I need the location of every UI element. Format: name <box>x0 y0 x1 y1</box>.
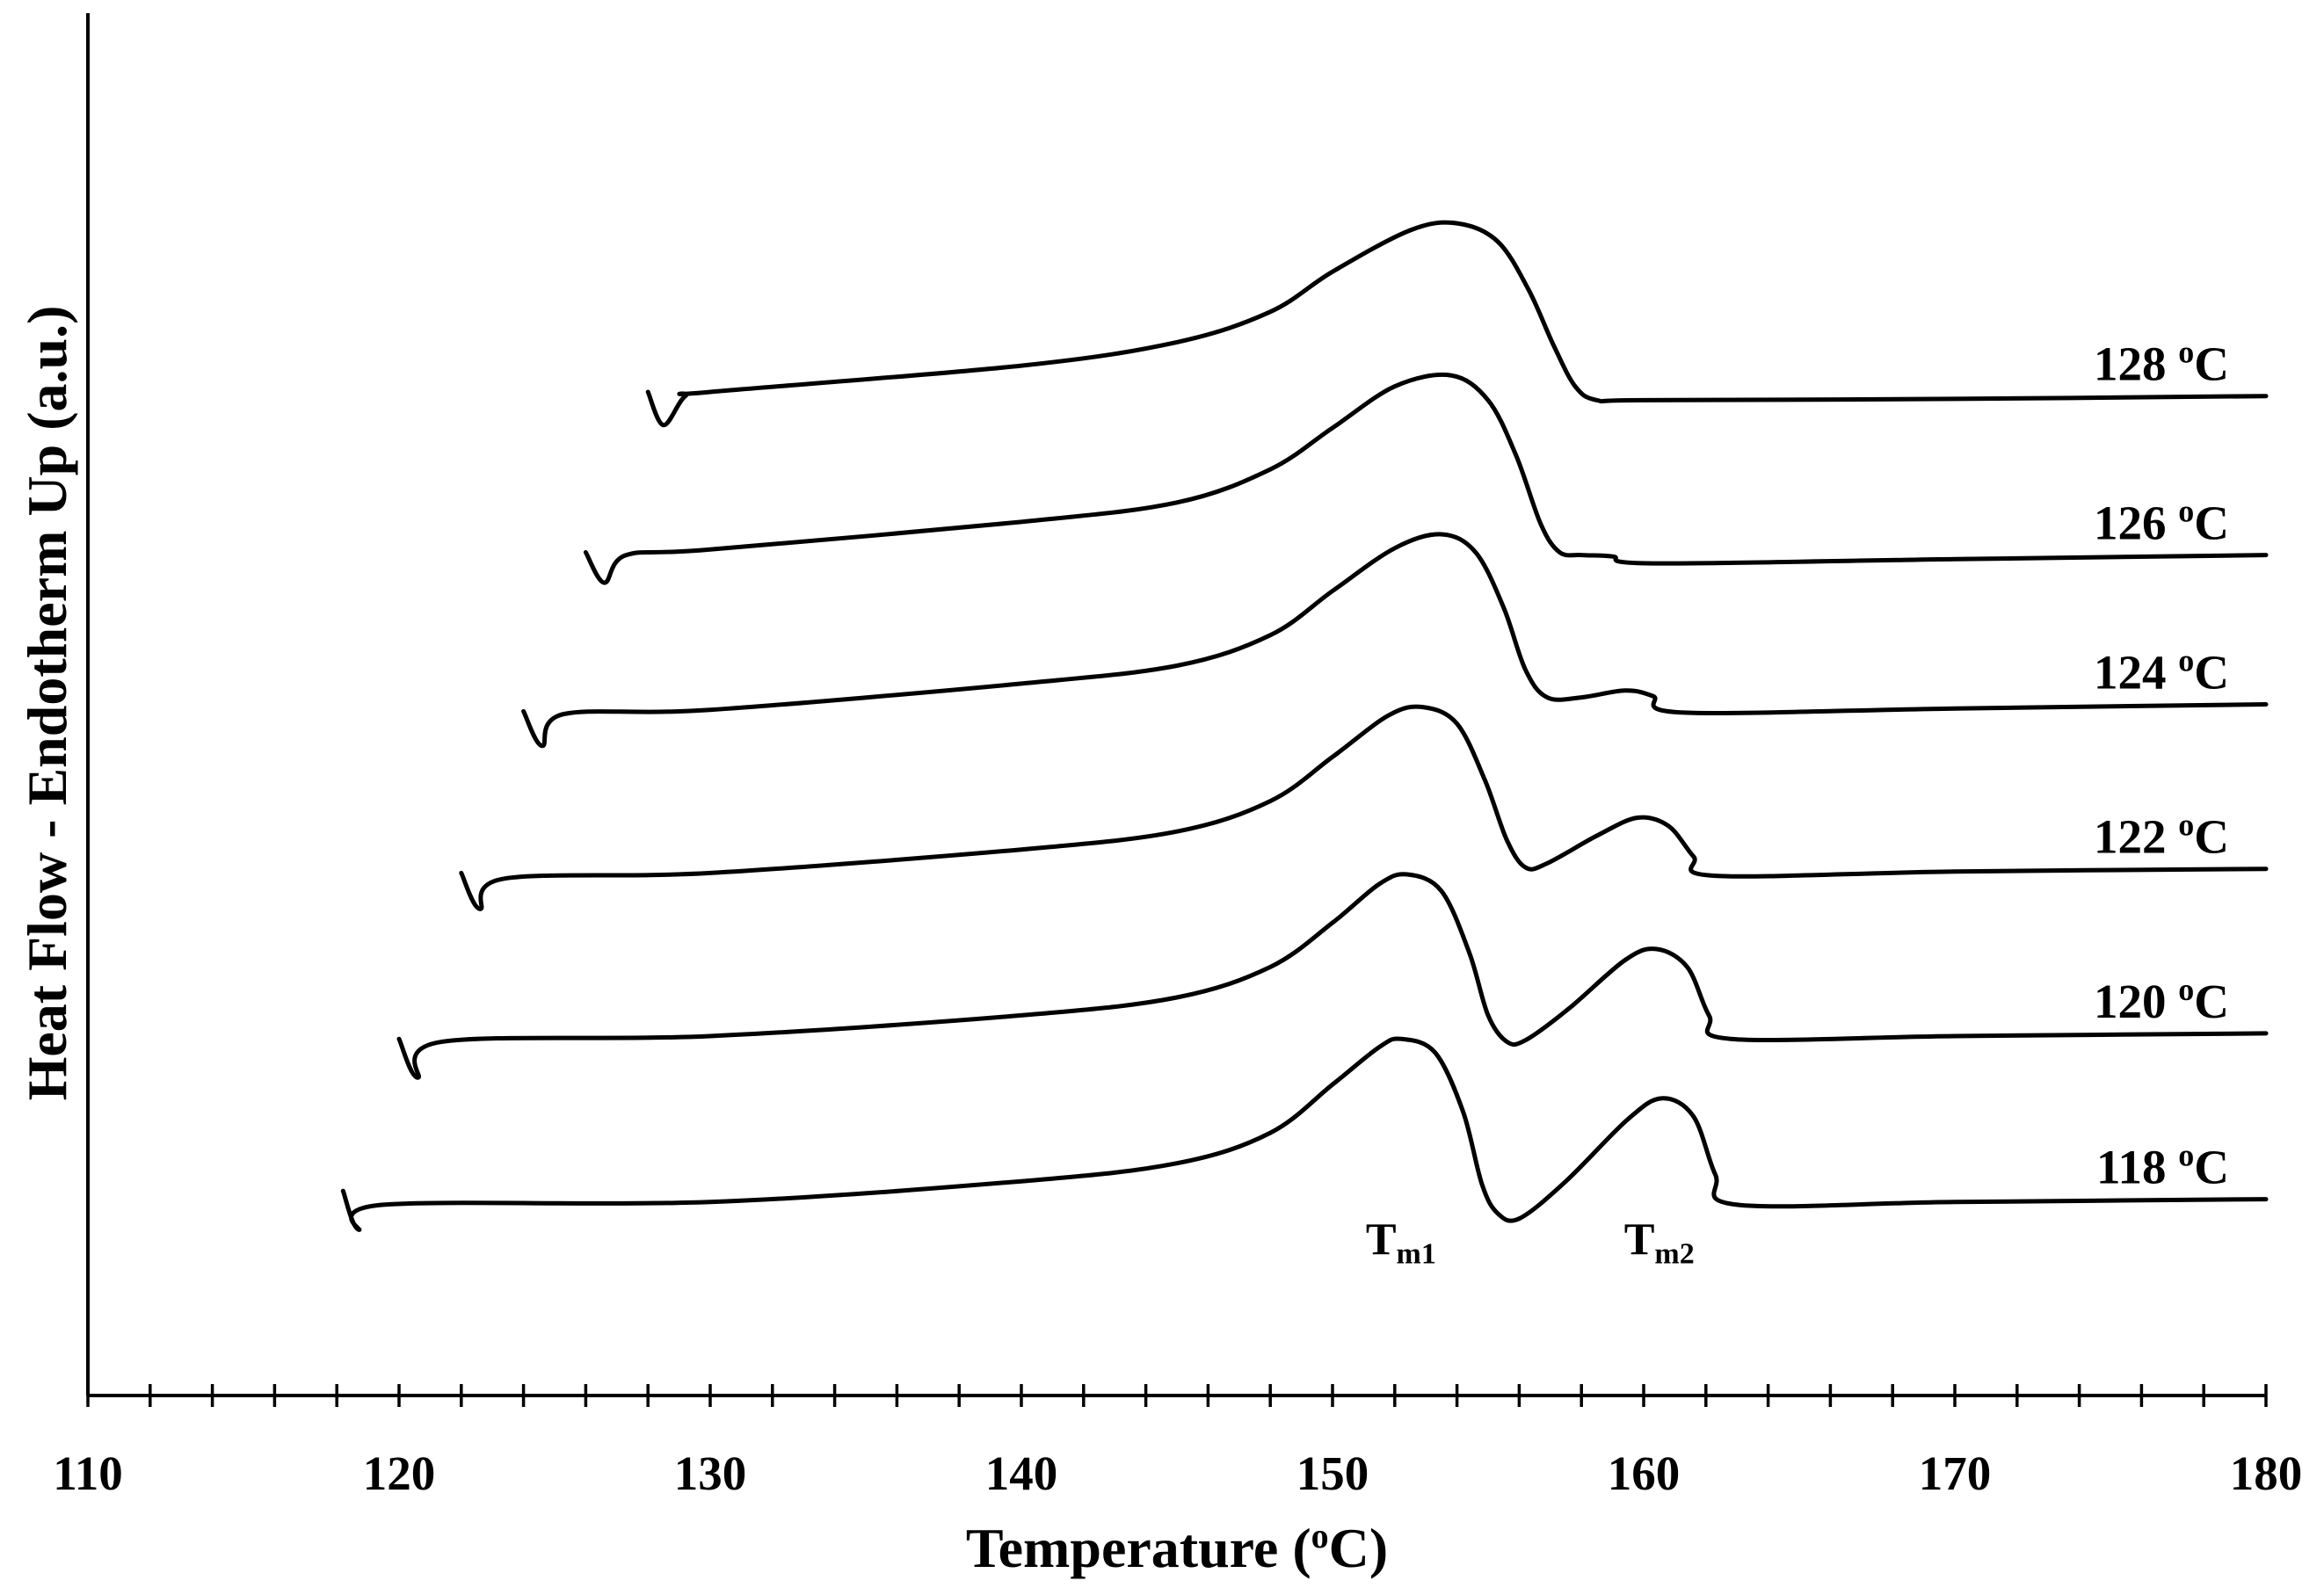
x-ticks <box>86 1384 2268 1407</box>
series-line-122 <box>459 704 2269 911</box>
axes: 110 120 130 140 150 160 170 180 <box>53 13 2302 1500</box>
x-tick-label: 120 <box>363 1446 436 1500</box>
x-tick-label: 110 <box>53 1446 122 1500</box>
series-label-128: 128 oC <box>2094 335 2229 391</box>
y-axis-title: Heat Flow - Endotherm Up (a.u.) <box>16 306 78 1101</box>
series-label-118: 118 oC <box>2096 1138 2229 1194</box>
series-line-118 <box>340 1036 2269 1232</box>
annotation-tm1: Tm1 <box>1366 1215 1436 1271</box>
x-tick-label: 130 <box>674 1446 747 1500</box>
x-tick-label: 160 <box>1608 1446 1681 1500</box>
x-axis-title: Temperature (oC) <box>966 1516 1388 1580</box>
series-label-124: 124 oC <box>2094 643 2229 700</box>
x-tick-labels: 110 120 130 140 150 160 170 180 <box>53 1446 2302 1500</box>
series-line-124 <box>521 532 2269 749</box>
x-tick-label: 140 <box>985 1446 1058 1500</box>
x-tick-label: 170 <box>1919 1446 1992 1500</box>
series-label-126: 126 oC <box>2094 494 2229 550</box>
series-line-120 <box>396 872 2269 1080</box>
dsc-curves <box>340 220 2269 1232</box>
series-line-126 <box>583 372 2269 585</box>
series-labels: 118 oC 120 oC 122 oC 124 oC 126 oC 128 oC <box>2094 335 2229 1194</box>
annotation-tm2: Tm2 <box>1624 1215 1695 1271</box>
series-label-122: 122 oC <box>2094 808 2229 864</box>
peak-annotations: Tm1 Tm2 <box>1366 1215 1695 1271</box>
series-label-120: 120 oC <box>2094 972 2229 1028</box>
series-line-128 <box>645 220 2269 428</box>
x-tick-label: 150 <box>1296 1446 1369 1500</box>
x-tick-label: 180 <box>2230 1446 2303 1500</box>
